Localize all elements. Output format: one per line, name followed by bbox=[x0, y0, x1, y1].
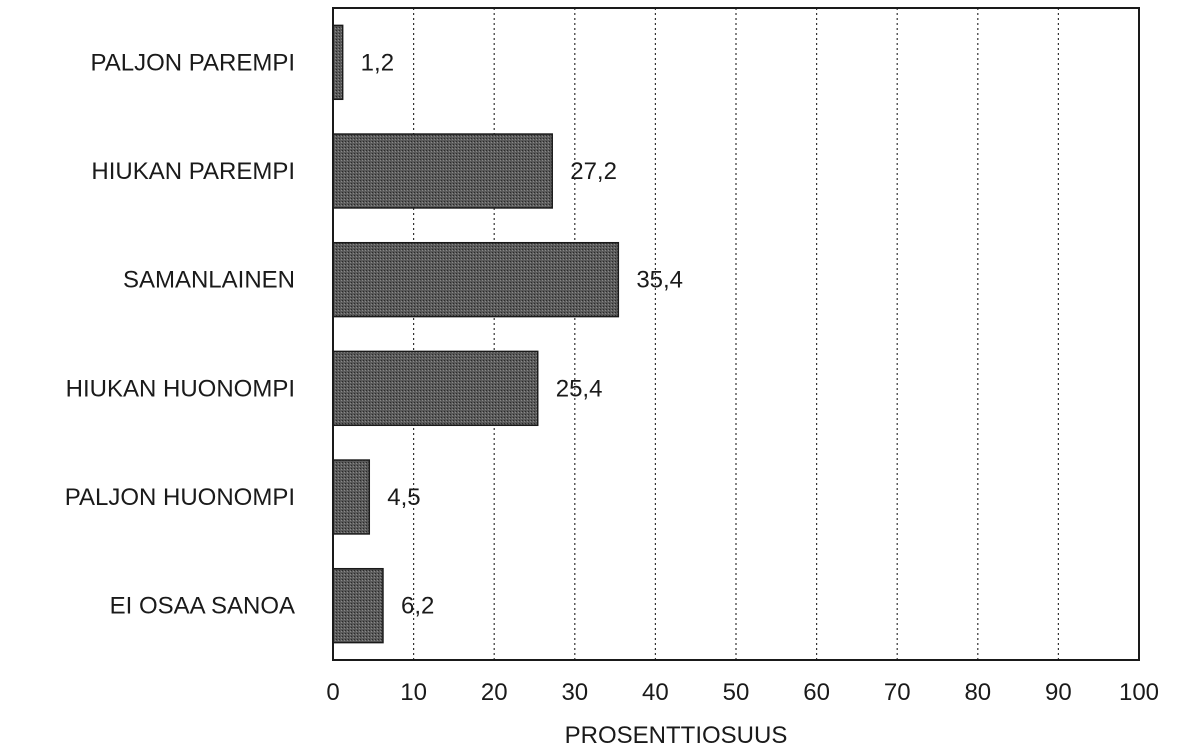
value-label-2: 35,4 bbox=[636, 267, 683, 294]
x-tick-label-70: 70 bbox=[884, 679, 911, 706]
x-tick-label-40: 40 bbox=[642, 679, 669, 706]
x-tick-label-20: 20 bbox=[481, 679, 508, 706]
value-label-4: 4,5 bbox=[387, 484, 420, 511]
x-tick-label-30: 30 bbox=[561, 679, 588, 706]
x-axis-title: PROSENTTIOSUUS bbox=[565, 722, 788, 749]
category-labels: PALJON PAREMPI HIUKAN PAREMPI SAMANLAINEN H… bbox=[65, 49, 295, 619]
x-tick-label-100: 100 bbox=[1119, 679, 1159, 706]
x-tick-label-50: 50 bbox=[723, 679, 750, 706]
category-label-4: PALJON HUONOMPI bbox=[65, 484, 295, 511]
x-tick-label-80: 80 bbox=[964, 679, 991, 706]
bar-0 bbox=[332, 24, 344, 101]
category-label-1: HIUKAN PAREMPI bbox=[91, 158, 295, 185]
x-tick-label-0: 0 bbox=[326, 679, 339, 706]
value-labels: 1,2 27,2 35,4 25,4 4,5 6,2 bbox=[361, 49, 683, 619]
gridlines bbox=[413, 8, 1060, 660]
bar-4 bbox=[332, 459, 371, 535]
category-label-5: EI OSAA SANOA bbox=[110, 593, 295, 620]
plot-frame bbox=[332, 7, 1140, 661]
category-label-0: PALJON PAREMPI bbox=[91, 49, 296, 76]
bar-3 bbox=[332, 350, 539, 427]
x-tick-label-60: 60 bbox=[803, 679, 830, 706]
bars bbox=[332, 24, 620, 644]
bar-2 bbox=[332, 241, 620, 318]
value-label-5: 6,2 bbox=[401, 593, 434, 620]
x-tick-labels: 0 10 20 30 40 50 60 70 80 90 100 bbox=[326, 679, 1159, 706]
value-label-0: 1,2 bbox=[361, 49, 394, 76]
x-tick-label-10: 10 bbox=[400, 679, 427, 706]
value-label-3: 25,4 bbox=[556, 375, 603, 402]
category-label-3: HIUKAN HUONOMPI bbox=[66, 375, 295, 402]
bar-1 bbox=[332, 133, 553, 209]
x-tick-label-90: 90 bbox=[1045, 679, 1072, 706]
bar-5 bbox=[332, 567, 384, 644]
value-label-1: 27,2 bbox=[570, 158, 617, 185]
category-label-2: SAMANLAINEN bbox=[123, 267, 295, 294]
